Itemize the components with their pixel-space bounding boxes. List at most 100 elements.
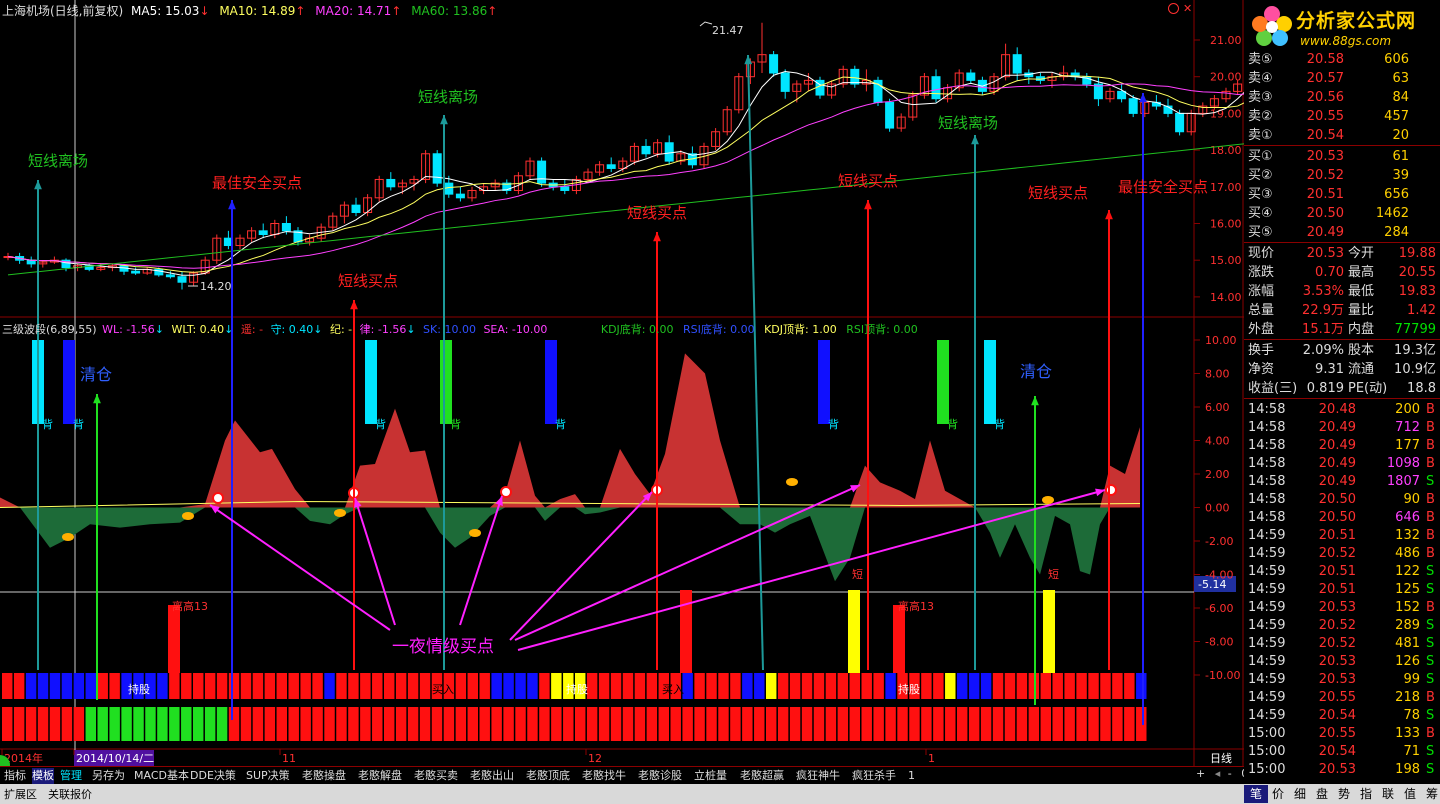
candle — [769, 54, 779, 74]
panel-tab-8[interactable]: 值 — [1403, 787, 1416, 801]
status-cell-b — [563, 707, 574, 741]
status-cell-b — [1028, 707, 1040, 741]
status-cell-b — [288, 707, 299, 741]
status-cell-a — [742, 673, 753, 699]
tab-1[interactable]: 指标 — [4, 769, 26, 782]
tab-12[interactable]: 老憨顶底 — [526, 769, 570, 782]
panel-tab-9[interactable]: 筹 — [1425, 787, 1438, 801]
tab-6[interactable]: DDE决策 — [190, 769, 236, 782]
related-quote-button[interactable]: 关联报价 — [48, 788, 92, 801]
status-cell-b — [240, 707, 252, 741]
main-chart[interactable]: 21.0020.0019.0018.0017.0016.0015.0014.00… — [0, 0, 1244, 766]
panel-tab-1[interactable]: 笔 — [1244, 785, 1268, 803]
tab-8[interactable]: 老憨操盘 — [302, 769, 346, 782]
candle — [165, 274, 175, 278]
zoom-in-button[interactable]: + — [1196, 767, 1206, 780]
indicator-tick-label: 4.00 — [1205, 435, 1230, 448]
tab-14[interactable]: 老憨诊股 — [638, 769, 682, 782]
callout-arrow-head — [1095, 488, 1105, 497]
price-tick-label: 14.00 — [1210, 291, 1242, 304]
candle — [363, 197, 373, 213]
holding-label: 持股 — [566, 682, 588, 696]
status-cell-b — [897, 707, 908, 741]
status-cell-b — [992, 707, 1004, 741]
status-cell-a — [37, 673, 49, 699]
tab-10[interactable]: 老憨买卖 — [414, 769, 458, 782]
candle — [467, 189, 477, 199]
trade-row: 14:59 20.52 481 S — [1248, 636, 1435, 651]
tab-7[interactable]: SUP决策 — [246, 769, 290, 782]
candle — [734, 76, 744, 111]
indicator-tick-label: -8.00 — [1205, 636, 1233, 649]
candle — [1209, 98, 1219, 107]
divergence-bar — [545, 340, 557, 424]
close-icon[interactable]: ✕ — [1183, 2, 1193, 15]
candle — [629, 145, 639, 162]
trade-row: 14:58 20.49 1807 S — [1248, 474, 1435, 489]
tab-5[interactable]: MACD基本 — [134, 769, 189, 782]
candle — [641, 145, 651, 155]
status-cell-a — [837, 673, 849, 699]
status-cell-a — [527, 673, 538, 699]
tab-17[interactable]: 疯狂神牛 — [796, 769, 840, 782]
panel-tab-6[interactable]: 指 — [1359, 787, 1372, 801]
status-cell-b — [1052, 707, 1063, 741]
tab-16[interactable]: 老憨超赢 — [740, 769, 784, 782]
candle — [908, 94, 918, 118]
panel-tab-3[interactable]: 细 — [1293, 787, 1306, 801]
candle — [1012, 54, 1022, 74]
candle — [235, 237, 245, 247]
tab-9[interactable]: 老憨解盘 — [358, 769, 402, 782]
gold-ingot-icon — [469, 529, 481, 537]
candle — [966, 72, 976, 81]
candle — [919, 76, 929, 96]
callout-arrow — [517, 489, 1106, 651]
extension-area-button[interactable]: 扩展区 — [4, 788, 37, 801]
status-cell-a — [945, 673, 956, 699]
tab-4[interactable]: 另存为 — [92, 769, 125, 782]
ask-row: 卖③ 20.56 84 — [1248, 90, 1409, 105]
callout-arrow-head — [495, 496, 503, 506]
tab-11[interactable]: 老憨出山 — [470, 769, 514, 782]
candle — [455, 193, 465, 199]
date-label: 2014年 — [4, 751, 43, 765]
status-cell-a — [419, 673, 431, 699]
candle — [432, 153, 442, 184]
trade-row: 14:58 20.49 1098 B — [1248, 456, 1435, 471]
panel-tab-5[interactable]: 势 — [1337, 787, 1350, 801]
price-annotation: 短线买点 — [1028, 184, 1088, 202]
tab-18[interactable]: 疯狂杀手 — [852, 769, 896, 782]
trade-row: 14:58 20.49 712 B — [1248, 420, 1435, 435]
status-cell-b — [13, 707, 25, 741]
status-cell-a — [957, 673, 968, 699]
candle — [931, 76, 941, 100]
panel-tab-4[interactable]: 盘 — [1315, 787, 1328, 801]
circle-icon[interactable] — [1168, 3, 1179, 14]
tab-13[interactable]: 老憨找牛 — [582, 769, 626, 782]
status-cell-a — [25, 673, 37, 699]
candle — [606, 164, 616, 169]
candle — [1163, 105, 1173, 114]
panel-tab-7[interactable]: 联 — [1381, 787, 1394, 801]
callout-arrow-head — [210, 505, 220, 514]
status-cell-b — [598, 707, 610, 741]
indicator-tick-label: -10.00 — [1205, 669, 1240, 682]
status-cell-a — [145, 673, 156, 699]
panel-tab-2[interactable]: 价 — [1271, 787, 1284, 801]
status-cell-a — [1004, 673, 1016, 699]
status-cell-b — [957, 707, 968, 741]
tab-15[interactable]: 立桩量 — [694, 769, 727, 782]
status-cell-b — [658, 707, 669, 741]
status-cell-a — [121, 673, 132, 699]
tab-19[interactable]: 1 — [908, 769, 915, 782]
tab-2[interactable]: 模板 — [32, 768, 54, 784]
zoom-out-button[interactable]: - — [1227, 767, 1232, 780]
divider — [1244, 242, 1440, 243]
trade-row: 14:58 20.49 177 B — [1248, 438, 1435, 453]
status-cell-a — [992, 673, 1004, 699]
status-cell-a — [228, 673, 240, 699]
indicator-tick-label: 6.00 — [1205, 401, 1230, 414]
status-cell-b — [682, 707, 693, 741]
tab-3[interactable]: 管理 — [60, 769, 82, 782]
status-cell-a — [252, 673, 264, 699]
